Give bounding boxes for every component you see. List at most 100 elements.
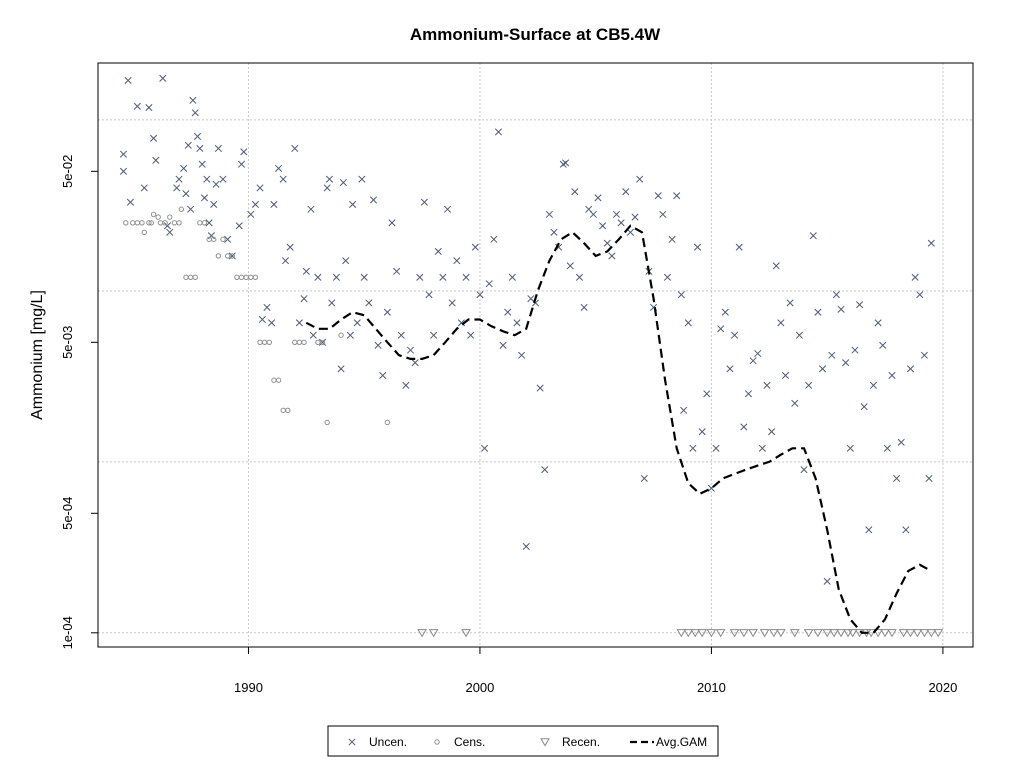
uncen-point [684, 319, 692, 327]
legend-label-0: Uncen. [369, 735, 407, 749]
uncen-point [207, 232, 215, 240]
uncen-point [237, 160, 246, 168]
uncen-point [663, 273, 671, 281]
legend-label-2: Recen. [562, 735, 600, 749]
recen-point [748, 629, 758, 638]
cens-point [155, 214, 161, 220]
x-tick-label-1: 2000 [465, 680, 494, 695]
uncen-point [159, 74, 167, 82]
y-axis-label: Ammonium [mg/L] [29, 290, 46, 420]
uncen-point [314, 273, 322, 281]
cens-point [215, 253, 222, 259]
uncen-point [307, 205, 315, 213]
uncen-point [763, 381, 771, 389]
uncen-point [744, 390, 753, 398]
y-tick-label-2: 5e-03 [60, 326, 75, 359]
y-tick-label-0: 1e-04 [60, 616, 75, 649]
uncen-point [200, 194, 209, 202]
cens-point [123, 220, 129, 226]
legend-label-3: Avg.GAM [656, 735, 707, 749]
y-tick-label-1: 5e-04 [60, 497, 75, 530]
uncen-point [203, 175, 211, 183]
uncen-point [439, 273, 447, 281]
uncen-point [508, 273, 516, 281]
uncen-point [425, 291, 433, 299]
grid [98, 63, 973, 647]
uncen-point [754, 349, 762, 358]
uncen-point [781, 371, 790, 379]
uncen-point [402, 381, 410, 389]
uncen-point [133, 102, 141, 110]
uncen-point [189, 96, 197, 104]
uncen-point [481, 444, 489, 452]
uncen-point [393, 267, 401, 275]
cens-point [201, 220, 208, 226]
uncen-point [562, 159, 570, 167]
legend-marker-recen [540, 738, 550, 747]
recen-point [417, 629, 427, 638]
recen-point [822, 629, 833, 638]
uncen-point [339, 178, 347, 187]
uncen-point [379, 371, 387, 379]
uncen-point [626, 228, 634, 236]
uncen-point [740, 423, 748, 431]
uncen-point [823, 577, 831, 585]
uncen-point [589, 210, 597, 218]
uncen-point [795, 331, 803, 339]
uncen-point [689, 444, 697, 452]
uncen-point [721, 308, 729, 316]
uncen-point [119, 167, 128, 175]
uncen-point [291, 144, 299, 153]
uncen-point [805, 381, 813, 389]
uncen-point [258, 315, 266, 324]
uncen-point [462, 273, 470, 281]
legend-label-1: Cens. [454, 735, 485, 749]
cens-point [148, 220, 154, 226]
uncen-point [680, 406, 688, 414]
uncen-point [856, 301, 864, 309]
uncen-point [874, 319, 882, 327]
uncen-point [175, 175, 183, 183]
uncen-point [210, 200, 218, 209]
uncen-point [140, 184, 148, 192]
uncen-point [545, 210, 553, 218]
cens-point [229, 253, 235, 259]
uncen-point [832, 291, 840, 299]
uncen-point [180, 164, 188, 172]
uncen-point [599, 222, 607, 230]
uncen-point [279, 175, 287, 183]
recen-point [880, 629, 890, 638]
uncen-point [397, 331, 405, 339]
legend: Uncen. Cens. Recen. Avg.GAM [327, 725, 719, 757]
uncen-point [927, 239, 935, 247]
uncen-point [191, 109, 199, 117]
recen-point [829, 629, 839, 638]
uncen-point [636, 175, 644, 183]
uncen-point [434, 247, 442, 255]
uncen-point [388, 219, 396, 227]
recen-point [706, 629, 717, 638]
uncen-point [212, 180, 220, 188]
uncen-point [800, 466, 808, 474]
uncen-point [490, 235, 498, 243]
uncen-point [471, 243, 479, 251]
uncen-point [879, 341, 887, 349]
cens-point [192, 274, 198, 280]
recen-point [873, 629, 883, 638]
uncen-point [869, 381, 878, 389]
uncen-point [791, 399, 799, 407]
uncen-point [494, 128, 503, 136]
recen-point [715, 629, 726, 638]
uncen-point [712, 444, 720, 452]
recensored-points [417, 629, 944, 638]
uncen-point [318, 338, 327, 346]
uncen-point [166, 228, 174, 236]
uncen-point [198, 160, 206, 168]
uncen-point [818, 365, 827, 373]
uncen-point [328, 299, 336, 307]
uncen-point [365, 299, 373, 307]
recen-point [759, 629, 770, 638]
legend-marker-uncen [348, 738, 356, 746]
legend-marker-cens [434, 739, 440, 745]
